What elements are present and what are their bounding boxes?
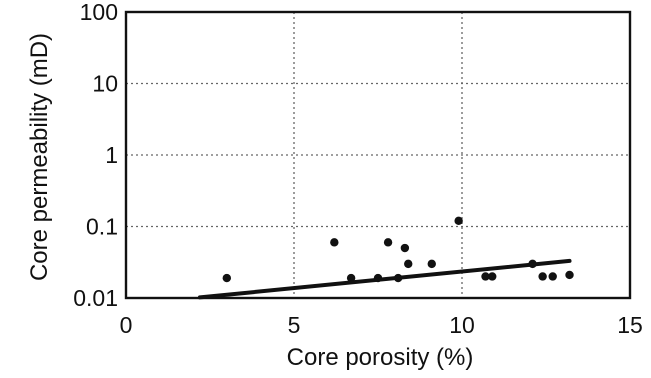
axes-layer: 0 5 10 15 0.01 0.1 1 10 100 bbox=[73, 0, 643, 338]
y-axis-label: Core permeability (mD) bbox=[26, 33, 53, 281]
x-tick-label: 10 bbox=[449, 312, 475, 338]
scatter-point bbox=[565, 270, 574, 280]
scatter-point bbox=[481, 272, 490, 281]
x-tick-label: 15 bbox=[617, 312, 643, 338]
trend-line bbox=[197, 258, 572, 300]
scatter-point bbox=[330, 238, 339, 247]
grid-layer bbox=[126, 12, 630, 298]
y-tick-label: 10 bbox=[92, 71, 118, 97]
x-tick-label: 0 bbox=[120, 312, 133, 338]
y-tick-label: 100 bbox=[80, 0, 118, 25]
scatter-point bbox=[222, 273, 231, 283]
scatter-point bbox=[548, 272, 557, 281]
scatter-point bbox=[400, 243, 410, 253]
scatter-point bbox=[454, 216, 463, 226]
x-axis-label: Core porosity (%) bbox=[287, 344, 474, 371]
plot-frame bbox=[124, 10, 632, 300]
scatter-point bbox=[404, 259, 413, 269]
scatter-point bbox=[488, 272, 497, 281]
y-tick-label: 1 bbox=[105, 142, 118, 168]
y-tick-label: 0.1 bbox=[86, 214, 118, 240]
scatter-point bbox=[538, 272, 547, 281]
series-layer bbox=[197, 216, 574, 300]
scatter-point bbox=[383, 238, 393, 247]
scatter-point bbox=[427, 259, 436, 269]
scatter-point bbox=[346, 273, 356, 283]
labels-layer: Core porosity (%) Core permeability (mD) bbox=[26, 33, 473, 371]
x-tick-label: 5 bbox=[288, 312, 301, 338]
y-tick-label: 0.01 bbox=[73, 285, 118, 311]
